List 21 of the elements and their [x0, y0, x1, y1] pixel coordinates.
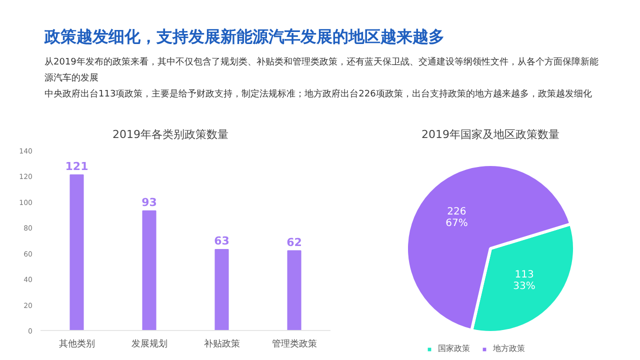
legend-label: 国家政策	[438, 343, 470, 354]
bar	[287, 250, 302, 331]
legend-label: 地方政策	[493, 343, 525, 354]
x-tick-label: 管理类政策	[272, 338, 317, 350]
text: 政策越发细化，支持发展新能源汽车发展的地区越来越多	[44, 27, 444, 46]
data-label: 62	[286, 236, 302, 249]
bar	[214, 249, 229, 331]
data-label: 63	[214, 234, 230, 248]
data-label: 93	[142, 196, 157, 209]
x-tick-label: 发展规划	[131, 338, 168, 350]
data-label: 226 67%	[446, 206, 468, 229]
data-label: 113 33%	[513, 270, 536, 292]
data-label: 121	[65, 160, 88, 173]
x-tick-label: 其他类别	[58, 338, 95, 350]
text: 中央政府出台113项政策，主要是给予财政支持，制定法规标准；地方政府出台226项政策，出台支持政策的地方越来越多，政策越发细化	[44, 88, 592, 100]
chart-title: 2019年国家及地区政策数量	[422, 128, 560, 141]
text: 从2019年发布的政策来看，其中不仅包含了规划类、补贴类和管理类政策，还有蓝天保卫战、交通建设等纲领性文件，从各个方面保障新能源汽车的发展	[44, 56, 598, 84]
bar	[142, 210, 156, 331]
bar	[70, 174, 84, 331]
x-tick-label: 补贴政策	[204, 338, 240, 350]
chart-title: 2019年各类别政策数量	[112, 128, 229, 141]
